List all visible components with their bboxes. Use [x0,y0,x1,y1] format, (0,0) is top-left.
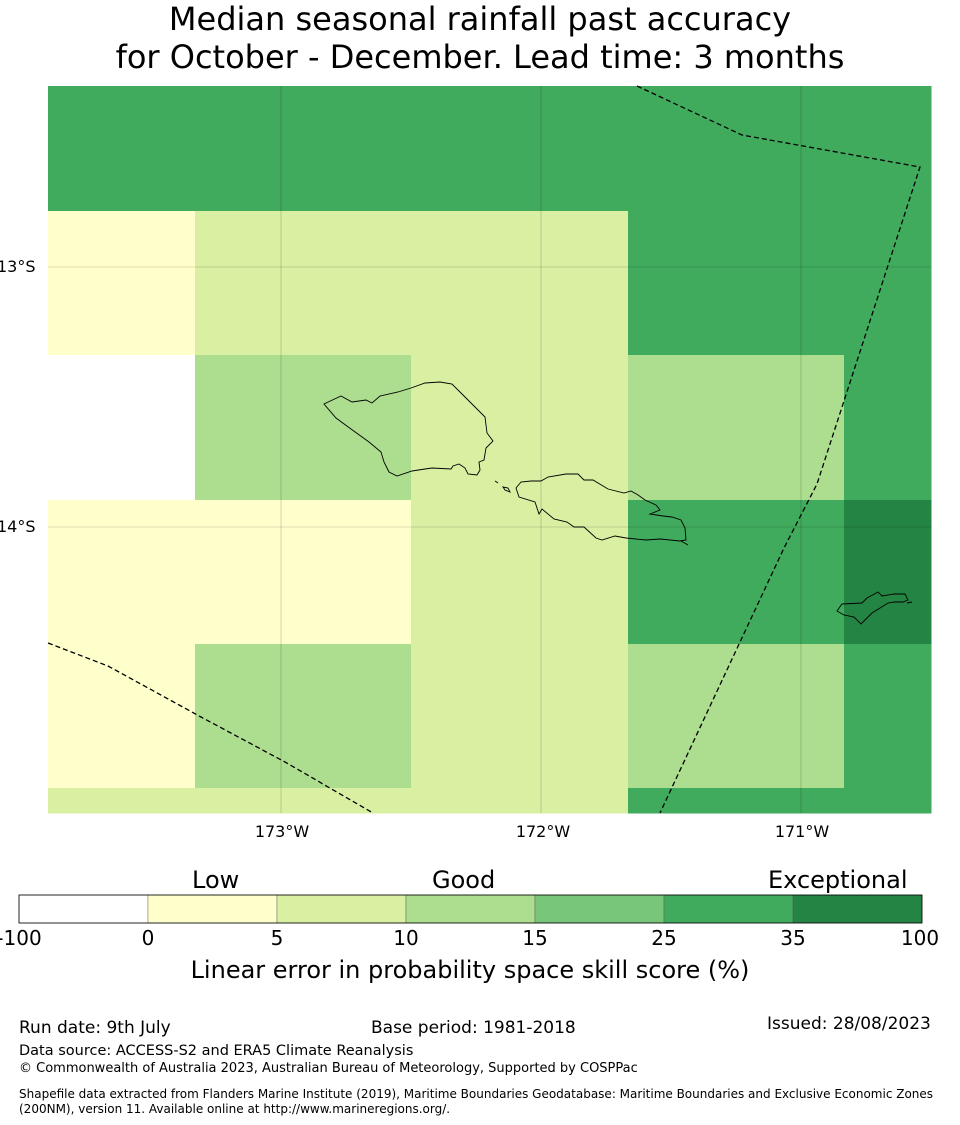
skill-cell [411,211,521,356]
manono-islet-outline [502,486,511,493]
skill-grid [48,86,932,814]
skill-cell [303,86,412,212]
issued-date: Issued: 28/08/2023 [767,1014,931,1034]
skill-cell [303,211,412,356]
category-good: Good [432,866,496,894]
skill-cell [520,500,629,645]
colorbar-tick: 15 [522,926,548,950]
skill-cell [48,788,196,814]
category-low: Low [192,866,240,894]
skill-cell [195,86,304,212]
skill-cell [628,211,737,356]
skill-cell [628,788,737,814]
skill-cell [736,86,845,212]
skill-cell [844,788,932,814]
savaii-island-outline [323,381,494,477]
skill-cell [303,644,412,789]
skill-cell [303,500,412,645]
colorbar-tick: -100 [0,926,42,950]
skill-cell [48,211,196,356]
skill-cell [736,500,845,645]
colorbar-segment [18,894,149,924]
eez-boundaries [47,85,921,814]
skill-cell [195,500,304,645]
skill-cell [195,644,304,789]
lat-label-14s: 14°S [0,517,36,536]
skill-cell [520,86,629,212]
skill-cell [48,355,196,501]
skill-cell [628,500,737,645]
category-exceptional: Exceptional [768,866,908,894]
skill-cell [736,211,845,356]
skill-cell [48,644,196,789]
lon-label-172w: 172°W [515,822,571,841]
colorbar-tick: 10 [393,926,419,950]
skill-cell [844,644,932,789]
eez-boundary-north [636,85,921,814]
colorbar [18,894,923,924]
lon-label-173w: 173°W [254,822,310,841]
skill-cell [520,788,629,814]
skill-cell [195,788,304,814]
colorbar-segment [792,894,923,924]
copyright-notice: © Commonwealth of Australia 2023, Austra… [19,1061,638,1076]
lat-label-13s: 13°S [0,257,36,276]
skill-cell [303,788,412,814]
base-period: Base period: 1981-2018 [371,1018,576,1038]
skill-cell [48,500,196,645]
colorbar-frame [18,894,923,924]
skill-cell [48,86,196,212]
run-date: Run date: 9th July [19,1018,171,1038]
colorbar-tick: 35 [780,926,806,950]
skill-cell [520,644,629,789]
skill-cell [628,355,737,501]
skill-cell [411,500,521,645]
data-source: Data source: ACCESS-S2 and ERA5 Climate … [19,1043,414,1059]
colorbar-segment [534,894,665,924]
shapefile-credit: Shapefile data extracted from Flanders M… [19,1087,934,1116]
colorbar-tick: 25 [651,926,677,950]
map-title-line-2: for October - December. Lead time: 3 mon… [115,38,845,76]
skill-cell [628,644,737,789]
skill-cell [844,86,932,212]
colorbar-segment [663,894,794,924]
lon-label-171w: 171°W [774,822,830,841]
colorbar-segment [147,894,278,924]
aunuu-islet-outline [906,601,913,604]
apolima-islet-outline [494,480,499,484]
colorbar-segment [405,894,536,924]
coastlines [323,381,913,625]
colorbar-tick: 100 [900,926,940,950]
skill-cell [303,355,412,501]
upolu-tail-outline [680,540,689,546]
skill-cell [736,788,845,814]
colorbar-segment [276,894,407,924]
skill-cell [628,86,737,212]
upolu-island-outline [515,473,687,542]
map-title-line-1: Median seasonal rainfall past accuracy [168,0,792,38]
skill-cell [736,644,845,789]
skill-cell [844,211,932,356]
colorbar-tick: 0 [141,926,155,950]
skill-cell [844,355,932,501]
skill-cell [844,500,932,645]
skill-cell [411,355,521,501]
skill-cell [411,644,521,789]
colorbar-tick: 5 [270,926,284,950]
eez-boundary-southwest [47,642,374,814]
skill-cell [411,788,521,814]
tutuila-island-outline [836,591,909,625]
skill-cell [736,355,845,501]
colorbar-label: Linear error in probability space skill … [190,956,750,984]
skill-cell [411,86,521,212]
skill-cell [195,355,304,501]
graticule [48,86,931,813]
skill-cell [520,355,629,501]
skill-cell [195,211,304,356]
skill-cell [520,211,629,356]
